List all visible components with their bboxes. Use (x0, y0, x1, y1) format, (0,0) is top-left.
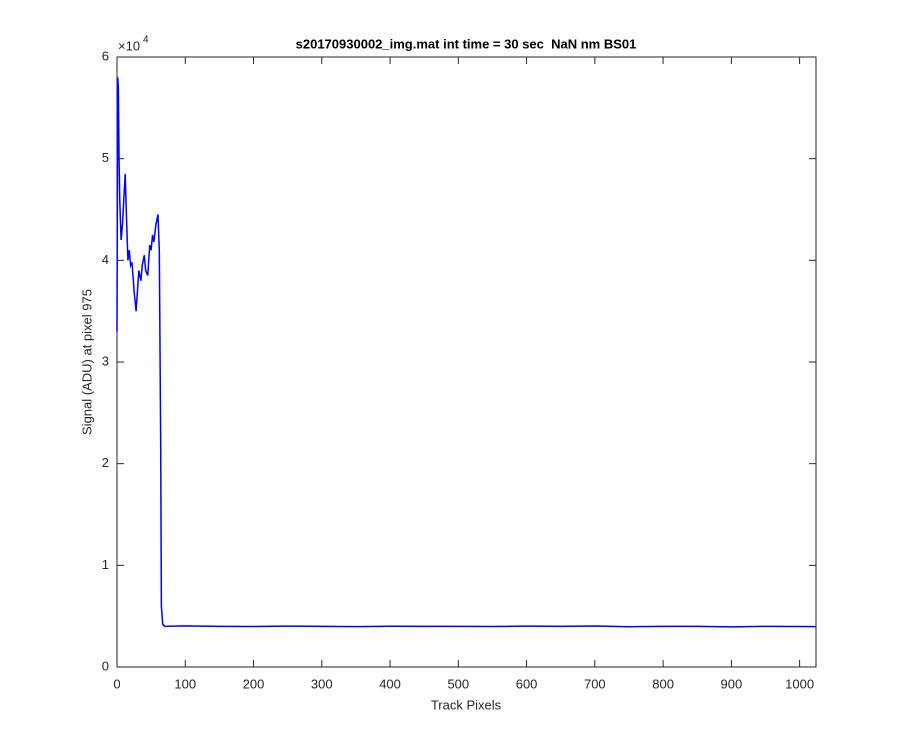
x-tick-label: 700 (584, 676, 606, 691)
x-tick-label: 100 (174, 676, 196, 691)
x-axis-label: Track Pixels (431, 697, 502, 712)
y-exponent-base: ×10 (118, 38, 140, 53)
x-tick-label: 500 (447, 676, 469, 691)
x-tick-label: 400 (379, 676, 401, 691)
y-tick-label: 3 (102, 353, 109, 368)
y-tick-label: 1 (102, 557, 109, 572)
y-axis-label: Signal (ADU) at pixel 975 (79, 289, 94, 435)
y-tick-label: 4 (102, 252, 109, 267)
x-tick-label: 300 (311, 676, 333, 691)
chart-title: s20170930002_img.mat int time = 30 sec N… (296, 36, 637, 51)
x-tick-label: 0 (113, 676, 120, 691)
y-exponent-power: 4 (143, 35, 149, 46)
y-tick-label: 0 (102, 658, 109, 673)
data-line (116, 77, 817, 628)
x-tick-label: 900 (721, 676, 743, 691)
x-tick-label: 800 (652, 676, 674, 691)
y-tick-label: 2 (102, 455, 109, 470)
y-tick-label: 5 (102, 150, 109, 165)
x-tick-label: 200 (243, 676, 265, 691)
x-tick-label: 1000 (785, 676, 814, 691)
y-tick-label: 6 (102, 48, 109, 63)
x-tick-label: 600 (516, 676, 538, 691)
